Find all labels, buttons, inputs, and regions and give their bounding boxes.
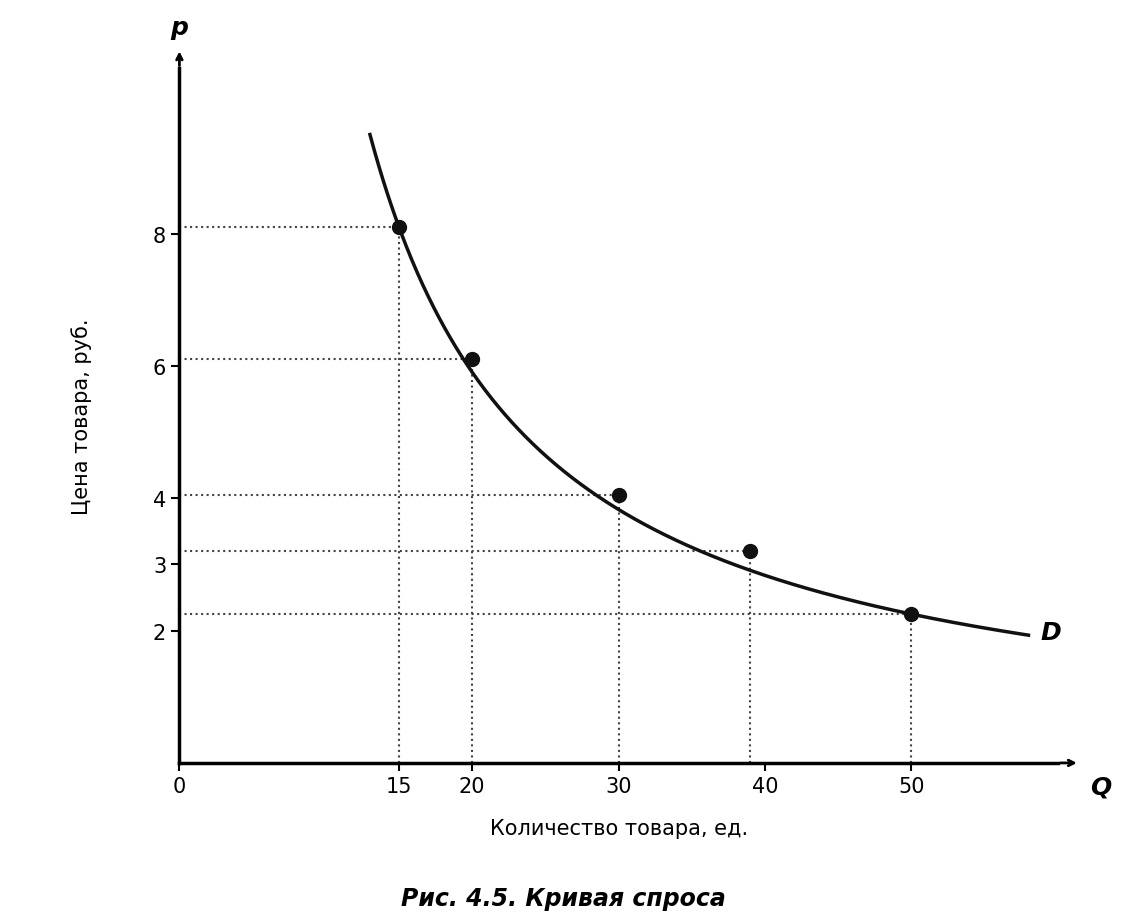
Text: D: D [1040, 620, 1061, 644]
Point [463, 353, 481, 368]
Text: Рис. 4.5. Кривая спроса: Рис. 4.5. Кривая спроса [401, 886, 725, 910]
Y-axis label: Цена товара, руб.: Цена товара, руб. [71, 318, 91, 515]
Text: p: p [170, 16, 188, 40]
Point [609, 488, 627, 503]
X-axis label: Количество товара, ед.: Количество товара, ед. [490, 819, 748, 838]
Point [902, 607, 920, 622]
Text: Q: Q [1090, 774, 1111, 799]
Point [390, 221, 408, 235]
Point [741, 544, 759, 559]
